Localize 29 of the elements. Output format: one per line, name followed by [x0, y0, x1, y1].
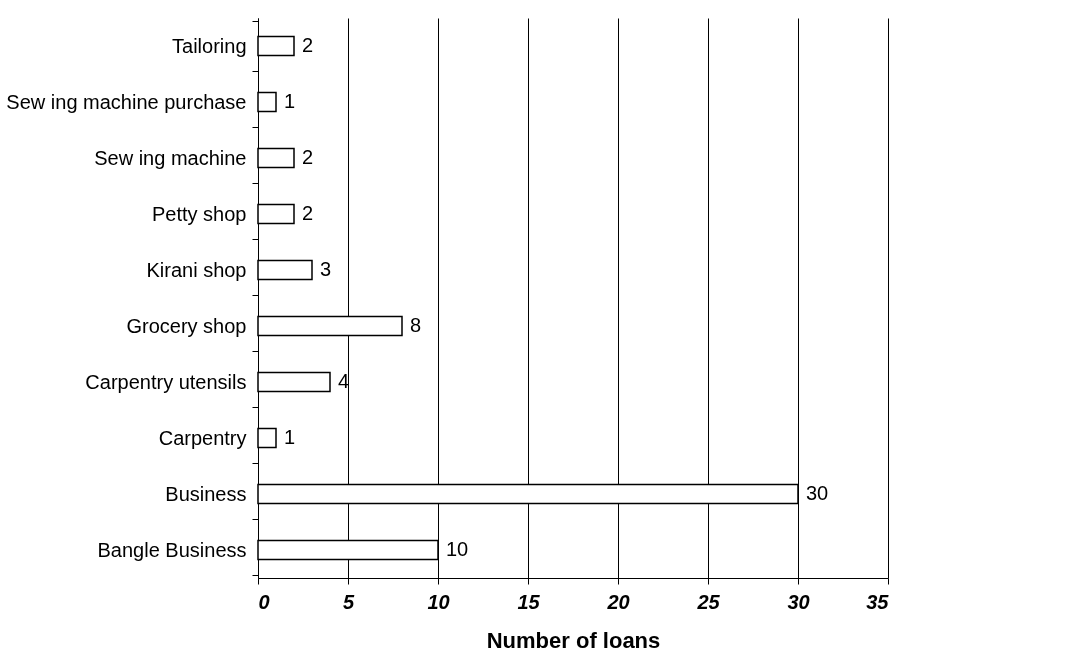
data-label: 2 [302, 34, 314, 56]
y-tick-label: Kirani shop [146, 258, 247, 281]
y-tick-label: Tailoring [172, 34, 247, 57]
y-tick-label: Carpentry utensils [85, 370, 247, 393]
x-tick-label: 5 [342, 590, 355, 613]
data-label: 2 [302, 146, 314, 168]
x-axis-title: Number of loans [486, 627, 661, 653]
x-tick-label: 0 [258, 590, 270, 613]
y-tick-label: Sew ing machine [94, 146, 247, 169]
y-tick-label: Business [165, 482, 247, 505]
y-tick-label: Carpentry [158, 426, 247, 449]
x-tick-label: 10 [427, 590, 450, 613]
y-tick-label: Grocery shop [126, 314, 247, 337]
data-label: 2 [302, 202, 314, 224]
x-tick-label: 35 [866, 590, 890, 613]
x-tick-label: 25 [696, 590, 721, 613]
data-label: 10 [446, 538, 469, 560]
x-tick-label: 15 [517, 590, 541, 613]
data-label: 30 [806, 482, 829, 504]
data-label: 4 [338, 370, 350, 392]
data-label: 8 [410, 314, 422, 336]
data-label: 1 [284, 426, 296, 448]
data-label: 1 [284, 90, 296, 112]
x-tick-label: 20 [606, 590, 630, 613]
x-tick-label: 30 [787, 590, 810, 613]
y-tick-label: Sew ing machine purchase [6, 90, 247, 113]
y-tick-label: Petty shop [151, 202, 247, 225]
data-label: 3 [320, 258, 332, 280]
y-tick-label: Bangle Business [97, 538, 247, 561]
